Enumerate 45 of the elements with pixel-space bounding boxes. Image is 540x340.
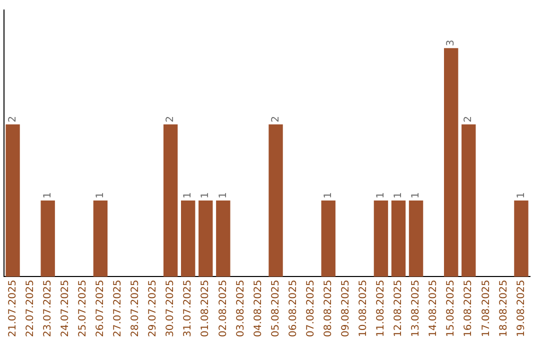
data-label: 3 — [446, 40, 457, 46]
x-tick-label: 12.08.2025 — [393, 280, 404, 338]
x-tick-label: 18.08.2025 — [498, 280, 510, 338]
data-label: 1 — [516, 192, 527, 199]
data-label: 2 — [463, 116, 474, 122]
x-tick-label: 29.07.2025 — [148, 280, 159, 338]
x-tick-label: 24.07.2025 — [60, 280, 71, 338]
x-tick-label: 11.08.2025 — [376, 280, 387, 338]
x-tick-label: 19.08.2025 — [516, 280, 527, 338]
data-label: 1 — [393, 192, 404, 199]
x-tick-label: 03.08.2025 — [235, 280, 246, 338]
x-tick-label: 23.07.2025 — [42, 280, 54, 338]
x-tick-label: 17.08.2025 — [480, 280, 492, 338]
x-tick-label: 09.08.2025 — [340, 280, 352, 338]
x-tick-label: 04.08.2025 — [252, 280, 264, 338]
x-tick-label: 06.08.2025 — [288, 280, 299, 338]
x-tick-label: 30.07.2025 — [165, 280, 176, 338]
x-tick-label: 10.08.2025 — [358, 280, 370, 338]
x-tick-label: 15.08.2025 — [446, 280, 457, 338]
data-label: 2 — [7, 116, 18, 122]
data-label: 1 — [410, 192, 422, 199]
x-tick-label: 01.08.2025 — [200, 280, 212, 338]
x-tick-label: 05.08.2025 — [270, 280, 282, 338]
x-tick-label: 27.07.2025 — [112, 280, 124, 338]
data-label: 2 — [165, 116, 176, 122]
data-label: 1 — [95, 192, 106, 199]
x-tick-label: 13.08.2025 — [410, 280, 422, 338]
x-tick-label: 26.07.2025 — [95, 280, 106, 338]
data-label: 1 — [376, 192, 387, 199]
x-tick-label: 16.08.2025 — [463, 280, 474, 338]
x-tick-label: 22.07.2025 — [24, 280, 36, 338]
data-label: 1 — [182, 192, 194, 199]
data-label: 1 — [200, 192, 212, 199]
x-tick-label: 21.07.2025 — [7, 280, 18, 338]
x-tick-label: 31.07.2025 — [182, 280, 194, 338]
x-tick-label: 02.08.2025 — [218, 280, 229, 338]
data-label: 1 — [322, 192, 334, 199]
data-label: 1 — [218, 192, 229, 199]
x-tick-label: 14.08.2025 — [428, 280, 440, 338]
x-tick-label: 28.07.2025 — [130, 280, 142, 338]
data-label: 1 — [42, 192, 54, 199]
x-tick-label: 07.08.2025 — [305, 280, 316, 338]
x-tick-label: 08.08.2025 — [322, 280, 334, 338]
x-tick-label: 25.07.2025 — [77, 280, 88, 338]
data-label: 2 — [270, 116, 282, 122]
